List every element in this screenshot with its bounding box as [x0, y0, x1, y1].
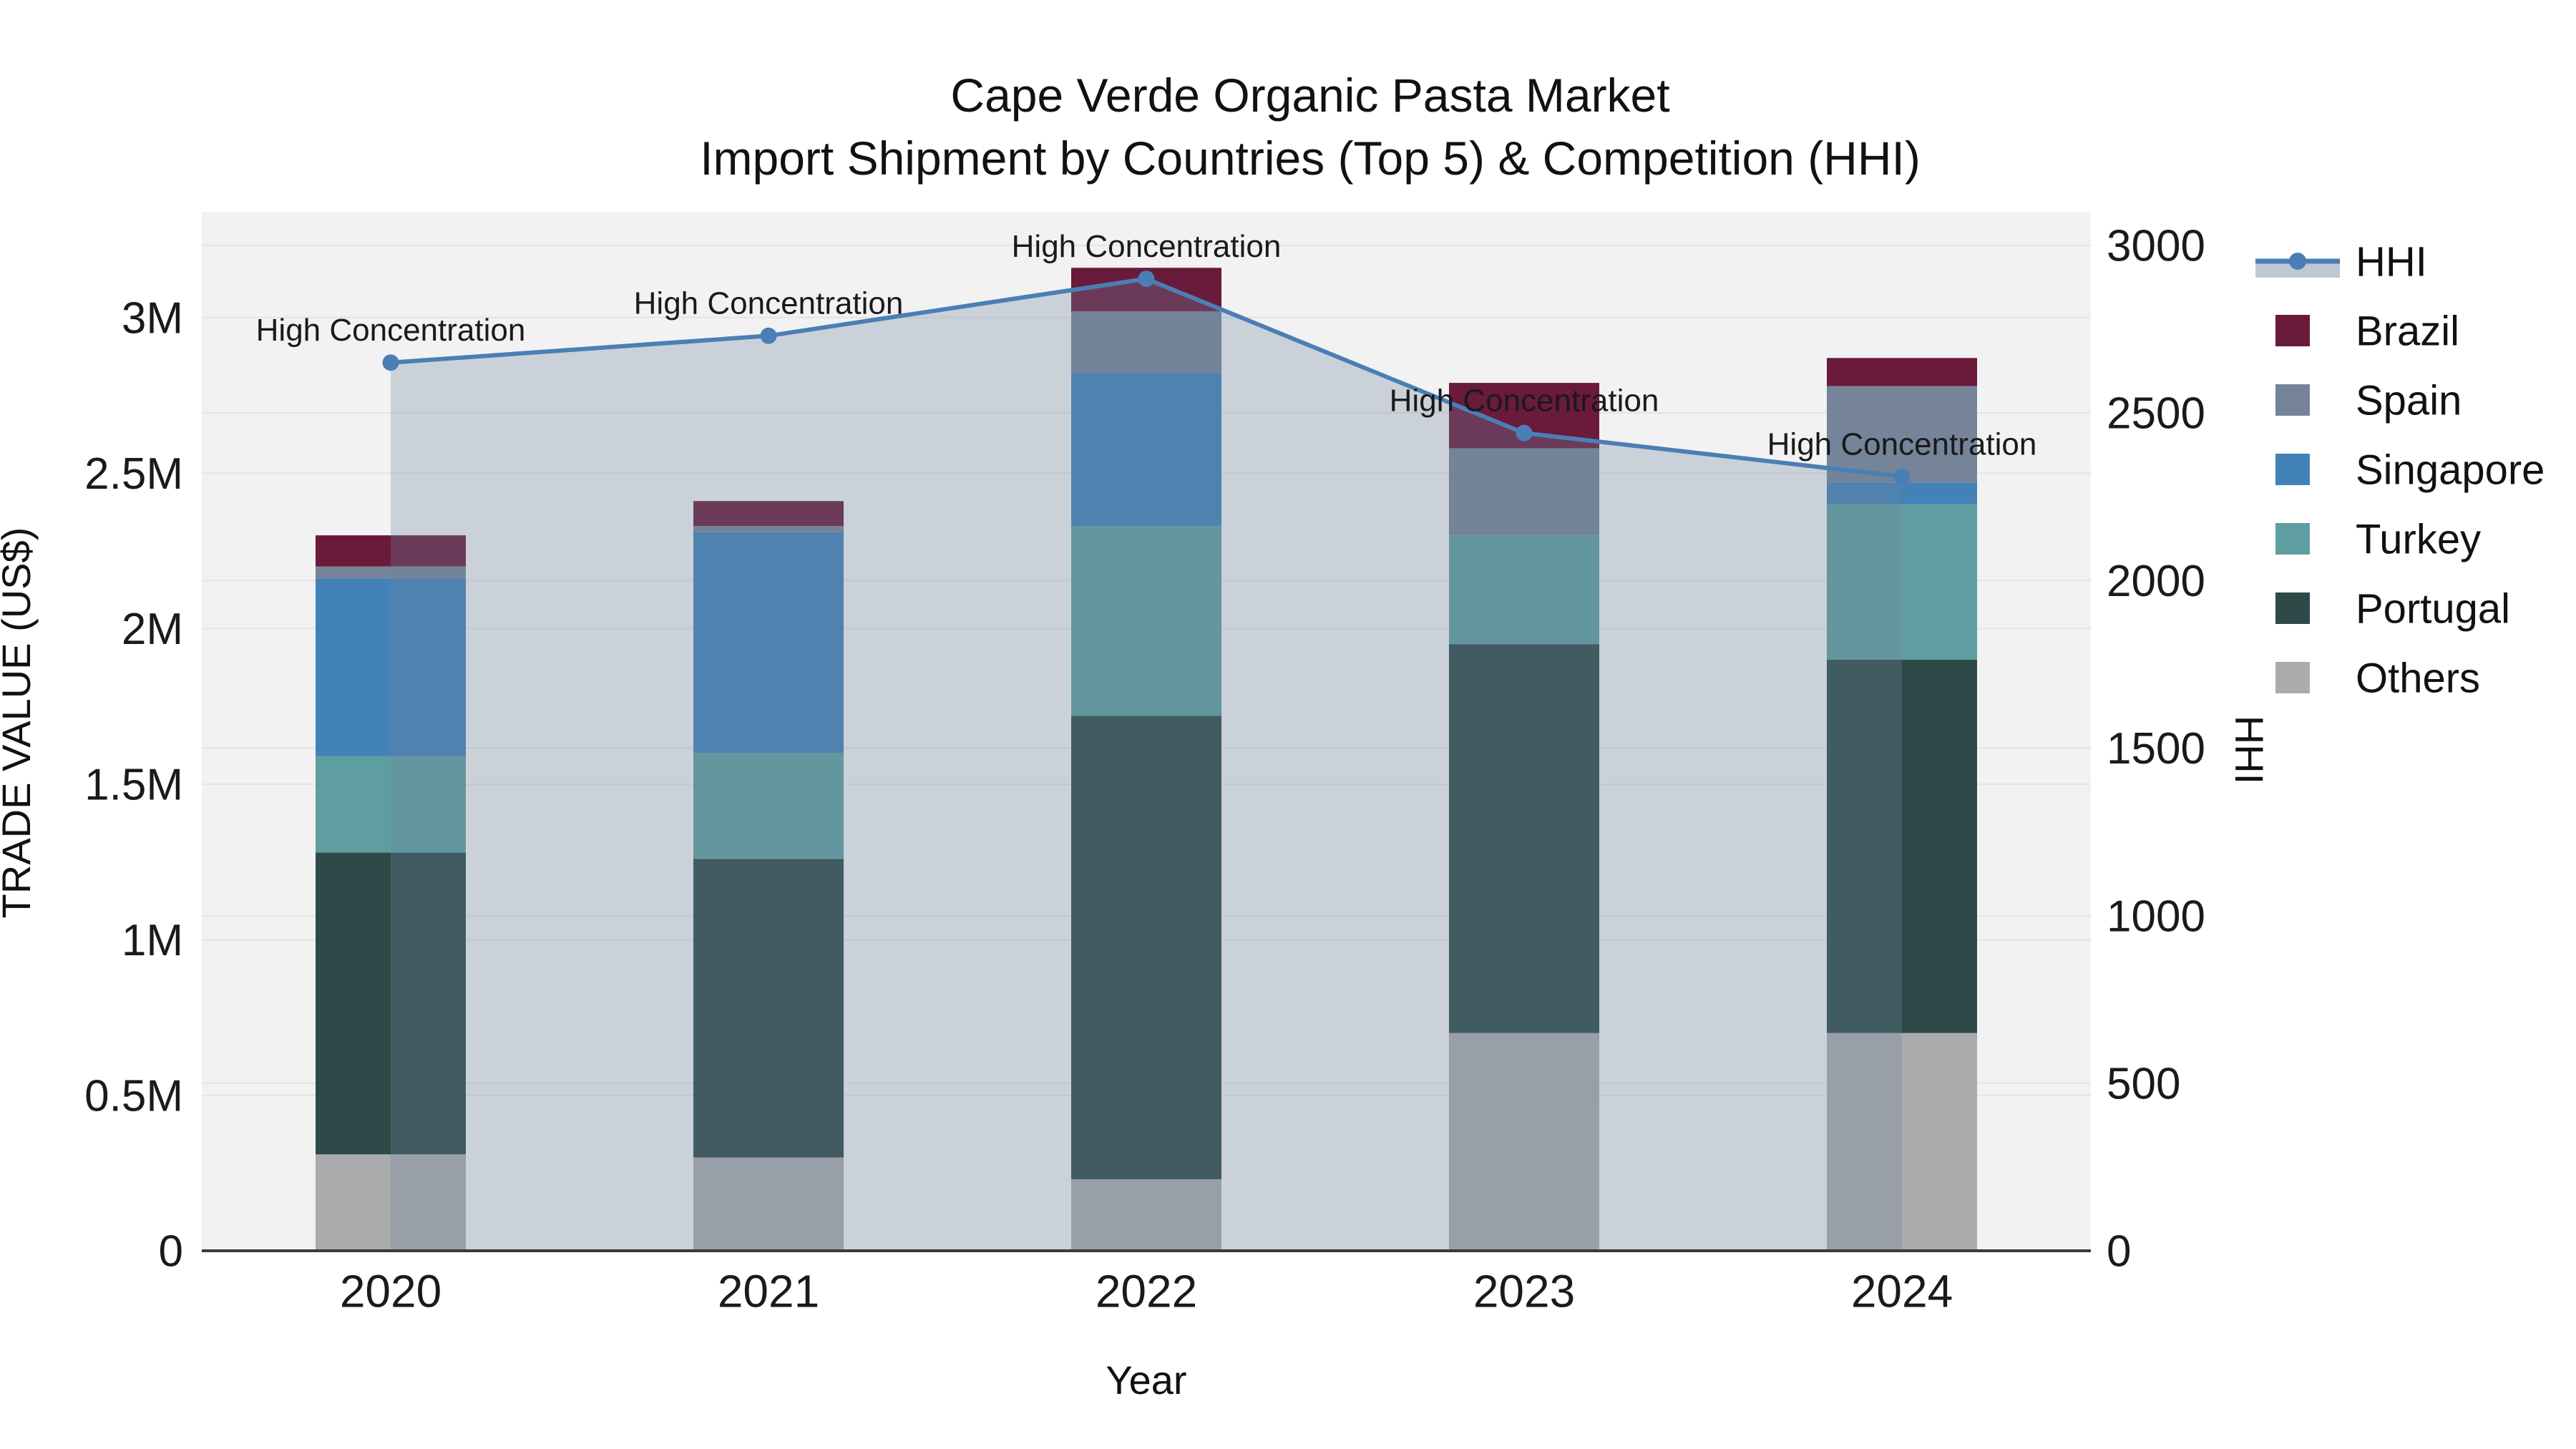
- bar-segment-2023-spain[interactable]: [1449, 448, 1599, 536]
- bar-segment-2024-others[interactable]: [1827, 1033, 1977, 1251]
- legend-item-spain[interactable]: Spain: [2275, 377, 2462, 424]
- bar-segment-2024-portugal[interactable]: [1827, 660, 1977, 1033]
- annotation-high-concentration-2024: High Concentration: [1767, 426, 2037, 462]
- hhi-point-2022[interactable]: [1138, 270, 1155, 288]
- hhi-point-2024[interactable]: [1893, 468, 1911, 485]
- y-tick-left-1M: 1M: [122, 916, 183, 965]
- legend-label-spain: Spain: [2356, 377, 2462, 424]
- y-tick-right-3000: 3000: [2107, 222, 2205, 271]
- legend-label-brazil: Brazil: [2356, 308, 2459, 354]
- bar-segment-2021-others[interactable]: [693, 1157, 844, 1251]
- bar-segment-2021-portugal[interactable]: [693, 859, 844, 1158]
- legend-item-portugal[interactable]: Portugal: [2275, 585, 2510, 632]
- legend-label-turkey: Turkey: [2356, 516, 2481, 562]
- bar-segment-2022-spain[interactable]: [1071, 311, 1221, 374]
- y-tick-right-0: 0: [2107, 1227, 2131, 1277]
- bar-segment-2023-portugal[interactable]: [1449, 644, 1599, 1033]
- bar-segment-2020-portugal[interactable]: [316, 852, 466, 1155]
- hhi-point-2020[interactable]: [382, 354, 399, 371]
- bar-segment-2024-singapore[interactable]: [1827, 482, 1977, 504]
- bar-segment-2024-brazil[interactable]: [1827, 358, 1977, 386]
- bar-segment-2022-portugal[interactable]: [1071, 716, 1221, 1180]
- chart-title: Cape Verde Organic Pasta Market: [950, 69, 1669, 122]
- y-tick-left-0.5M: 0.5M: [84, 1071, 183, 1121]
- bar-segment-2021-singapore[interactable]: [693, 532, 844, 753]
- x-tick-2023: 2023: [1473, 1265, 1575, 1317]
- y-tick-right-500: 500: [2107, 1060, 2180, 1109]
- bar-segment-2020-others[interactable]: [316, 1154, 466, 1251]
- bar-segment-2023-turkey[interactable]: [1449, 535, 1599, 645]
- legend-label-singapore: Singapore: [2356, 447, 2545, 493]
- legend-swatch-turkey: [2275, 523, 2310, 555]
- y-tick-right-1000: 1000: [2107, 892, 2205, 941]
- annotation-high-concentration-2023: High Concentration: [1390, 384, 1659, 419]
- hhi-point-2021[interactable]: [760, 327, 777, 344]
- y-tick-left-2.5M: 2.5M: [84, 449, 183, 499]
- legend-item-others[interactable]: Others: [2275, 655, 2480, 701]
- legend-item-turkey[interactable]: Turkey: [2275, 516, 2481, 562]
- chart-subtitle: Import Shipment by Countries (Top 5) & C…: [700, 132, 1921, 185]
- bar-segment-2021-spain[interactable]: [693, 526, 844, 532]
- legend-item-brazil[interactable]: Brazil: [2275, 308, 2459, 354]
- bar-segment-2024-spain[interactable]: [1827, 386, 1977, 483]
- legend-label-portugal: Portugal: [2356, 585, 2510, 632]
- hhi-point-2023[interactable]: [1516, 424, 1533, 441]
- bar-segment-2020-singapore[interactable]: [316, 578, 466, 756]
- legend-item-hhi[interactable]: HHI: [2255, 238, 2427, 285]
- bar-segment-2022-turkey[interactable]: [1071, 526, 1221, 716]
- plot-area-group: High Concentration High Concentration High…: [84, 212, 2545, 1317]
- x-tick-2024: 2024: [1851, 1265, 1953, 1317]
- y-tick-left-3M: 3M: [122, 294, 183, 343]
- hhi-area-fill: [391, 278, 1902, 1251]
- y-tick-left-0: 0: [159, 1227, 183, 1277]
- y-tick-left-1.5M: 1.5M: [84, 761, 183, 810]
- legend-label-others: Others: [2356, 655, 2480, 701]
- legend-item-singapore[interactable]: Singapore: [2275, 447, 2545, 493]
- bar-segment-2022-singapore[interactable]: [1071, 374, 1221, 527]
- bar-segment-2024-turkey[interactable]: [1827, 504, 1977, 660]
- bar-segment-2020-spain[interactable]: [316, 566, 466, 579]
- bar-segment-2022-others[interactable]: [1071, 1179, 1221, 1251]
- x-tick-2020: 2020: [340, 1265, 441, 1317]
- y-tick-left-2M: 2M: [122, 605, 183, 654]
- legend-swatch-brazil: [2275, 315, 2310, 346]
- legend-hhi-marker-icon: [2289, 253, 2306, 270]
- annotation-high-concentration-2022: High Concentration: [1012, 229, 1282, 264]
- y-axis-title-right: HHI: [2227, 716, 2272, 784]
- x-tick-2021: 2021: [718, 1265, 819, 1317]
- y-tick-right-2000: 2000: [2107, 557, 2205, 606]
- legend-swatch-singapore: [2275, 454, 2310, 485]
- bar-segment-2023-others[interactable]: [1449, 1033, 1599, 1251]
- bar-segment-2021-brazil[interactable]: [693, 501, 844, 527]
- legend-swatch-others: [2275, 662, 2310, 693]
- bar-segment-2020-brazil[interactable]: [316, 535, 466, 567]
- y-axis-title-left: TRADE VALUE (US$): [0, 527, 39, 919]
- legend-swatch-portugal: [2275, 592, 2310, 624]
- annotation-high-concentration-2021: High Concentration: [634, 286, 904, 321]
- legend-swatch-spain: [2275, 384, 2310, 416]
- y-tick-right-2500: 2500: [2107, 389, 2205, 439]
- legend-label-hhi: HHI: [2356, 238, 2427, 285]
- x-tick-2022: 2022: [1096, 1265, 1197, 1317]
- annotation-high-concentration-2020: High Concentration: [256, 313, 526, 348]
- y-tick-right-1500: 1500: [2107, 724, 2205, 774]
- x-axis-title: Year: [1106, 1357, 1186, 1402]
- bar-segment-2020-turkey[interactable]: [316, 756, 466, 853]
- bar-segment-2021-turkey[interactable]: [693, 753, 844, 859]
